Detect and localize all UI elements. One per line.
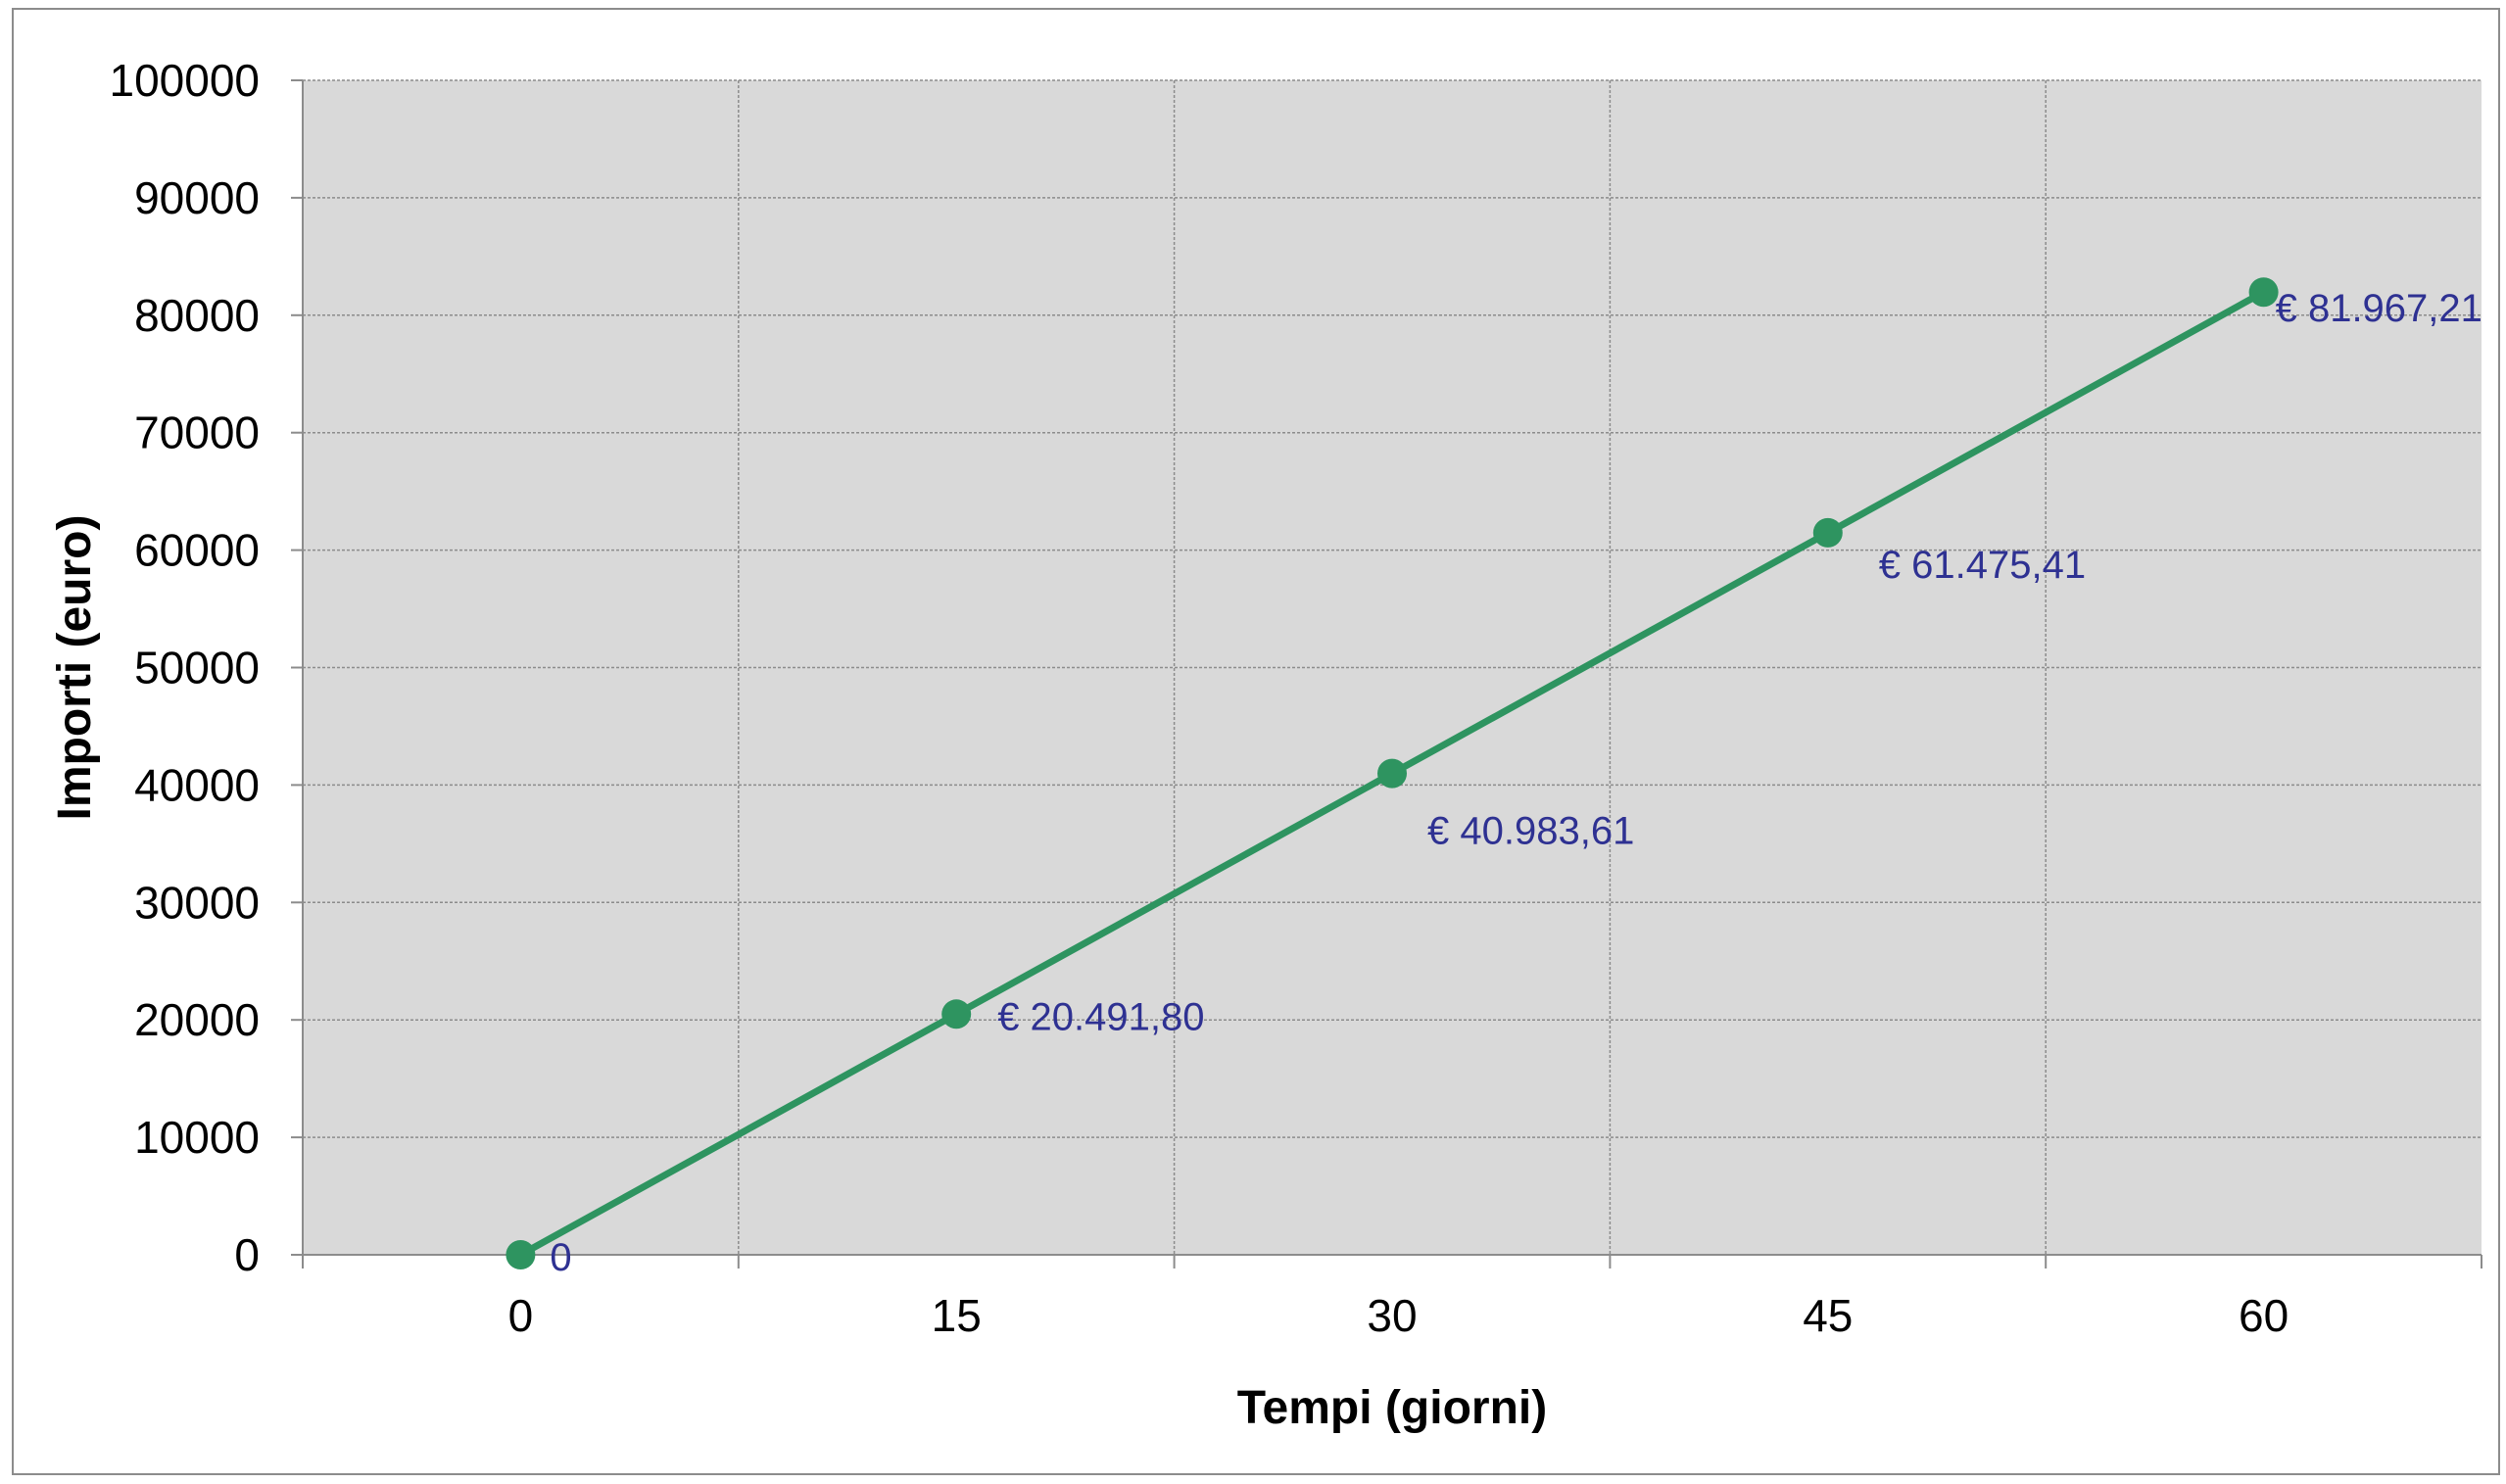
data-label: € 20.491,80 [997, 995, 1204, 1038]
y-tick-label: 80000 [134, 290, 260, 341]
y-tick-label: 0 [234, 1229, 260, 1280]
axes [291, 79, 2482, 1269]
y-tick-label: 10000 [134, 1112, 260, 1163]
x-axis-title: Tempi (giorni) [1237, 1382, 1547, 1434]
data-point [1812, 517, 1843, 548]
data-label: € 40.983,61 [1427, 810, 1634, 853]
horizontal-gridlines [303, 79, 2482, 1256]
x-tick-label: 0 [508, 1290, 534, 1341]
data-label: € 61.475,41 [1879, 544, 2086, 587]
y-tick-label: 40000 [134, 759, 260, 810]
y-tick-label: 30000 [134, 877, 260, 928]
x-tick-label: 45 [1803, 1290, 1853, 1341]
data-labels: 0 € 20.491,80 € 40.983,61 € 61.475,41 € 81.9… [550, 287, 2482, 1279]
y-tick-label: 100000 [110, 55, 261, 106]
data-point [2248, 277, 2279, 308]
x-axis-tick-labels: 0 15 30 45 60 [508, 1290, 2289, 1341]
y-tick-label: 60000 [134, 525, 260, 576]
y-tick-label: 70000 [134, 407, 260, 458]
series-layer [506, 277, 2279, 1269]
y-tick-label: 20000 [134, 994, 260, 1045]
y-tick-label: 90000 [134, 172, 260, 223]
data-label: 0 [550, 1236, 571, 1279]
data-point [1377, 758, 1407, 789]
data-label: € 81.967,21 [2276, 287, 2482, 330]
y-axis-title: Importi (euro) [49, 515, 101, 821]
data-point [506, 1240, 536, 1269]
data-point [941, 999, 972, 1029]
y-tick-label: 50000 [134, 643, 260, 694]
x-tick-label: 30 [1367, 1290, 1417, 1341]
y-axis-tick-labels: 0 10000 20000 30000 40000 50000 60000 70000 8000… [110, 55, 261, 1280]
x-tick-label: 15 [932, 1290, 982, 1341]
x-tick-label: 60 [2239, 1290, 2289, 1341]
